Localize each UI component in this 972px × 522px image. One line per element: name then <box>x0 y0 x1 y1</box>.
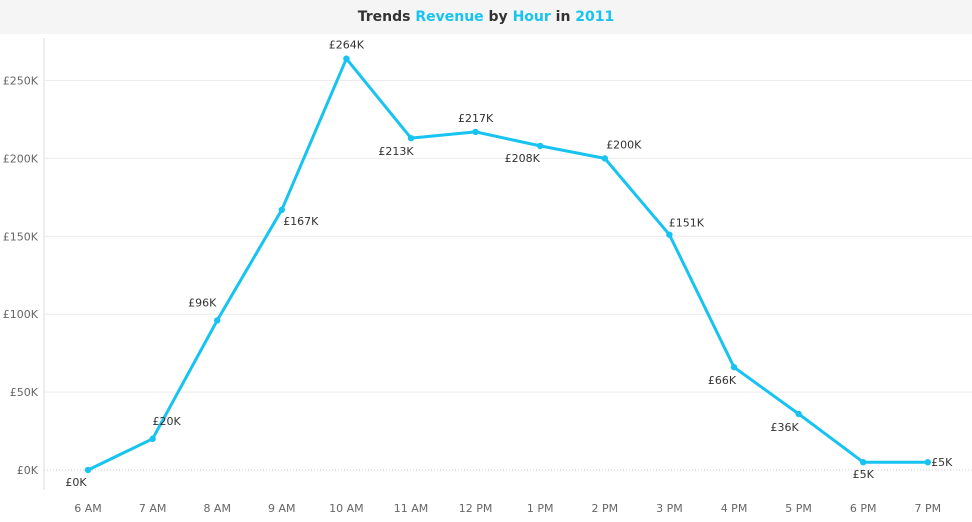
revenue-series-line[interactable] <box>86 57 930 472</box>
data-point[interactable] <box>666 231 673 238</box>
x-tick-label: 11 AM <box>394 502 429 515</box>
y-tick-label: £50K <box>10 386 39 399</box>
y-tick-label: £100K <box>3 308 39 321</box>
title-part-by: by <box>483 9 513 25</box>
data-point[interactable] <box>214 317 221 324</box>
data-point[interactable] <box>860 459 867 466</box>
data-point[interactable] <box>407 134 415 142</box>
data-point[interactable] <box>343 55 350 62</box>
data-label: £167K <box>283 215 319 228</box>
x-tick-label: 10 AM <box>329 502 364 515</box>
x-tick-label: 7 AM <box>139 502 167 515</box>
data-label: £200K <box>606 138 642 151</box>
x-tick-label: 12 PM <box>459 502 493 515</box>
data-point[interactable] <box>924 459 931 466</box>
title-year[interactable]: 2011 <box>575 9 615 25</box>
x-tick-label: 7 PM <box>914 502 941 515</box>
title-dimension[interactable]: Hour <box>512 9 551 25</box>
data-label: £5K <box>931 456 953 469</box>
data-point[interactable] <box>472 128 479 136</box>
gridlines <box>43 38 972 490</box>
chart-title: Trends Revenue by Hour in 2011 <box>0 0 972 34</box>
x-tick-label: 6 AM <box>74 502 102 515</box>
data-label: £96K <box>188 296 217 309</box>
x-tick-label: 1 PM <box>527 502 554 515</box>
data-label: £0K <box>65 476 87 489</box>
x-tick-label: 8 AM <box>203 502 231 515</box>
data-point[interactable] <box>730 363 738 371</box>
data-label: £36K <box>770 421 799 434</box>
y-tick-label: £200K <box>3 152 39 165</box>
y-tick-label: £150K <box>3 230 39 243</box>
y-axis-ticks: £0K £50K £100K £150K £200K £250K <box>3 75 39 478</box>
data-label: £217K <box>458 112 494 125</box>
data-point[interactable] <box>537 142 544 150</box>
data-label: £5K <box>853 468 875 481</box>
data-label: £66K <box>708 374 737 387</box>
x-tick-label: 6 PM <box>850 502 877 515</box>
y-tick-label: £0K <box>17 464 39 477</box>
x-tick-label: 4 PM <box>721 502 748 515</box>
data-label: £208K <box>505 152 541 165</box>
data-point[interactable] <box>278 206 285 214</box>
data-points <box>84 55 931 474</box>
x-tick-label: 5 PM <box>785 502 812 515</box>
data-point[interactable] <box>795 410 802 418</box>
data-label: £151K <box>669 217 705 230</box>
data-point[interactable] <box>601 155 608 162</box>
title-part-in: in <box>550 9 576 25</box>
title-measure[interactable]: Revenue <box>415 9 484 25</box>
data-labels: £0K £20K £96K £167K £264K £213K £217K £208K £200… <box>65 39 953 489</box>
series-line <box>86 57 930 472</box>
y-tick-label: £250K <box>3 75 39 88</box>
x-axis-ticks: 6 AM 7 AM 8 AM 9 AM 10 AM 11 AM 12 PM 1 PM 2 PM 3… <box>74 502 941 515</box>
data-point[interactable] <box>84 466 92 474</box>
x-tick-label: 9 AM <box>268 502 296 515</box>
title-part-trends: Trends <box>357 9 416 25</box>
data-label: £213K <box>378 145 414 158</box>
x-tick-label: 2 PM <box>591 502 618 515</box>
data-label: £264K <box>329 39 365 52</box>
data-point[interactable] <box>149 435 156 443</box>
data-label: £20K <box>152 415 181 428</box>
x-tick-label: 3 PM <box>656 502 683 515</box>
